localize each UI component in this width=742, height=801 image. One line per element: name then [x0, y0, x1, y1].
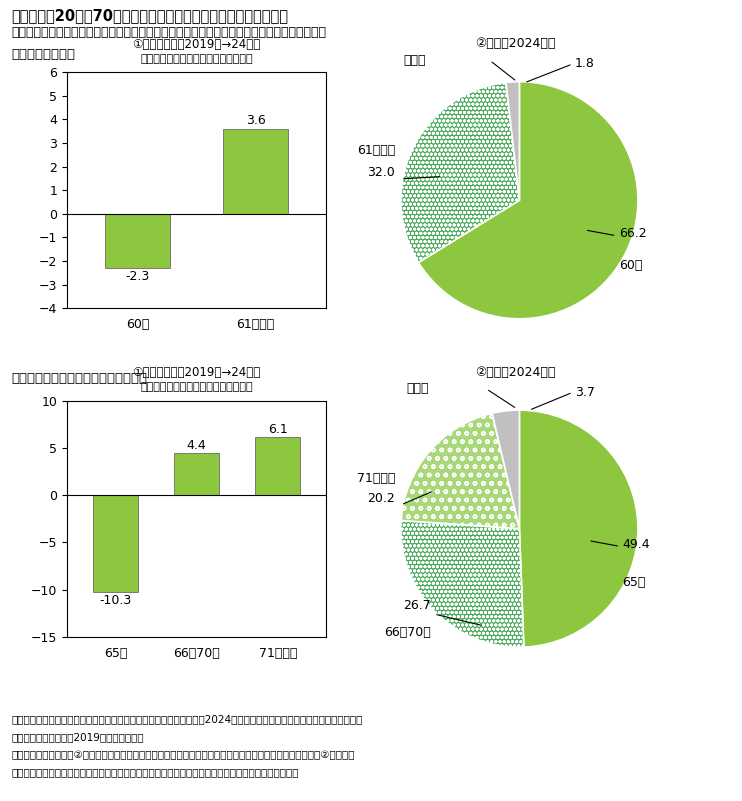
- Bar: [174, 453, 219, 495]
- Text: 66～70歳: 66～70歳: [384, 626, 430, 639]
- Text: その他: その他: [403, 54, 426, 66]
- Text: 20.2: 20.2: [367, 492, 395, 505]
- Text: ②割合（2024年）: ②割合（2024年）: [476, 38, 556, 50]
- Text: 26.7: 26.7: [403, 599, 430, 612]
- Text: 61歳以上: 61歳以上: [357, 144, 395, 157]
- Wedge shape: [401, 83, 519, 263]
- Bar: [223, 129, 288, 214]
- Bar: [93, 495, 138, 593]
- Text: （５年前との割合の差、％ポイント）: （５年前との割合の差、％ポイント）: [140, 382, 253, 392]
- Text: 60歳: 60歳: [619, 259, 643, 272]
- Text: （５年前との割合の差、％ポイント）: （５年前との割合の差、％ポイント）: [140, 54, 253, 64]
- Text: 3.7: 3.7: [575, 386, 595, 399]
- Text: 32.0: 32.0: [367, 166, 395, 179]
- Text: （２）定年後に勤務可能な年齢の上限: （２）定年後に勤務可能な年齢の上限: [11, 372, 147, 385]
- Text: その他: その他: [407, 382, 430, 395]
- Text: 1.8: 1.8: [575, 58, 595, 70]
- Text: （１）定年の年齢: （１）定年の年齢: [11, 48, 75, 61]
- Text: ２．（１）②のその他は「定年はない」又は「わからない・不明」と回答した企業の割合。（２）②のその他: ２．（１）②のその他は「定年はない」又は「わからない・不明」と回答した企業の割合…: [11, 750, 355, 759]
- Wedge shape: [492, 410, 519, 529]
- Text: ここ５年間で、定年引上げ、勤務可能な年齢上限の引上げなど高齢者の就業確保措置が進展: ここ５年間で、定年引上げ、勤務可能な年齢上限の引上げなど高齢者の就業確保措置が進…: [11, 26, 326, 39]
- Text: 65歳: 65歳: [623, 575, 646, 589]
- Text: 49.4: 49.4: [623, 537, 650, 550]
- Text: 66.2: 66.2: [619, 227, 646, 240]
- Text: 3.6: 3.6: [246, 114, 266, 127]
- Wedge shape: [506, 82, 519, 200]
- Bar: [255, 437, 300, 495]
- Text: 4.4: 4.4: [187, 439, 206, 452]
- Text: 査」（2019）により作成。: 査」（2019）により作成。: [11, 732, 144, 742]
- Text: （備考）　１．内閣府「人手不足への対応に関する企業意識調査」（2024）、「多様化する働き手に関する企業の意識調: （備考） １．内閣府「人手不足への対応に関する企業意識調査」（2024）、「多様…: [11, 714, 363, 724]
- Wedge shape: [401, 413, 519, 529]
- Bar: [105, 214, 170, 268]
- Text: は、「定年後の継続雇用はしない」又は「わからない・不明」と回答した企業の割合。: は、「定年後の継続雇用はしない」又は「わからない・不明」と回答した企業の割合。: [11, 767, 298, 777]
- Wedge shape: [418, 82, 638, 319]
- Text: ①割合の変化（2019年→24年）: ①割合の変化（2019年→24年）: [133, 366, 260, 379]
- Text: ①割合の変化（2019年→24年）: ①割合の変化（2019年→24年）: [133, 38, 260, 51]
- Text: 71歳以上: 71歳以上: [357, 473, 395, 485]
- Text: 第３－３－20図　70歳までの就業機会確保の努力義務化への対応: 第３－３－20図 70歳までの就業機会確保の努力義務化への対応: [11, 8, 288, 23]
- Text: ②割合（2024年）: ②割合（2024年）: [476, 366, 556, 379]
- Wedge shape: [401, 521, 524, 647]
- Text: -10.3: -10.3: [99, 594, 131, 607]
- Text: 6.1: 6.1: [268, 423, 288, 436]
- Text: -2.3: -2.3: [125, 270, 150, 283]
- Wedge shape: [519, 410, 638, 647]
